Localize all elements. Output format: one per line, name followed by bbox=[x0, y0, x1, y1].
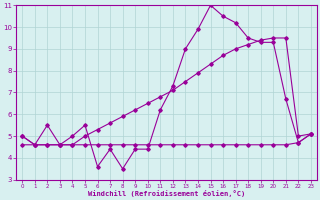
X-axis label: Windchill (Refroidissement éolien,°C): Windchill (Refroidissement éolien,°C) bbox=[88, 190, 245, 197]
